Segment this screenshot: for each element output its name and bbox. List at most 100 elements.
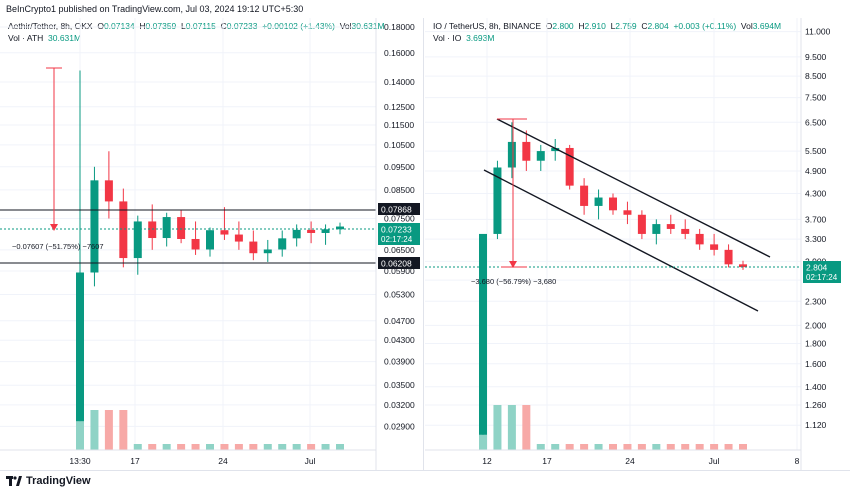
volume-bar <box>234 444 243 450</box>
volume-bar <box>307 444 316 450</box>
lower-level-tag <box>378 257 420 269</box>
svg-text:0.06208: 0.06208 <box>381 259 412 269</box>
volume-bar <box>724 444 733 450</box>
high-value: 2.910 <box>584 21 606 31</box>
candle-body <box>292 229 301 239</box>
candle-body <box>666 224 675 229</box>
candle-body <box>278 238 287 250</box>
svg-text:0.07868: 0.07868 <box>381 205 412 215</box>
footer: TradingView <box>0 470 850 493</box>
candle-body <box>263 249 272 254</box>
candle-body <box>336 226 344 230</box>
volume-value: 30.631M <box>351 21 385 31</box>
x-tick-label: Jul <box>305 456 316 466</box>
x-tick-label: 17 <box>130 456 140 466</box>
volume-bar <box>609 444 617 450</box>
chart-svg-aethir[interactable]: −0.07607 (−51.75%) −7607 0.18000 0.16000 0… <box>0 18 424 470</box>
open-value: 0.07134 <box>103 21 135 31</box>
channel-upper-line[interactable] <box>496 118 771 258</box>
legend-aethir: Aethir/Tether, 8h, OKX O0.07134 H0.07359… <box>8 21 385 43</box>
volume-bar <box>710 444 719 450</box>
volume-bar <box>321 444 330 450</box>
volume-bar <box>594 444 603 450</box>
tradingview-brand[interactable]: TradingView <box>6 475 91 487</box>
high-value: 0.07359 <box>145 21 177 31</box>
volume-bar <box>522 405 531 450</box>
y-tick-label: 0.11500 <box>384 120 414 130</box>
change-value: +0.00102 (+1.43%) <box>262 21 335 31</box>
volume-bar <box>104 410 113 450</box>
volume-bar <box>220 444 229 450</box>
volume-bar <box>637 444 646 450</box>
open-value: 2.800 <box>552 21 574 31</box>
y-tick-label: 0.05300 <box>384 289 415 299</box>
y-tick-label: 0.02900 <box>384 421 415 431</box>
low-value: 0.07115 <box>185 21 216 31</box>
y-tick-label: 3.300 <box>805 234 827 244</box>
candle-body <box>148 221 157 239</box>
candle-body <box>177 217 186 239</box>
candle-body <box>580 185 589 206</box>
y-tick-label: 1.120 <box>805 420 827 430</box>
y-tick-label: 0.07500 <box>384 214 415 224</box>
chart-svg-io[interactable]: −3.680 (−56.79%) −3,680 11.000 9.500 8.500… <box>425 18 850 470</box>
candle-body <box>133 221 142 259</box>
candle-body <box>104 180 113 202</box>
y-tick-label: 0.16000 <box>384 48 415 58</box>
change-value: +0.003 (+0.11%) <box>673 21 737 31</box>
candle-body <box>724 249 733 265</box>
svg-text:02:17:24: 02:17:24 <box>381 235 413 244</box>
volume-bar <box>90 410 99 450</box>
candle-body <box>551 147 560 152</box>
channel-lower-line[interactable] <box>483 169 759 312</box>
candle-body <box>652 224 661 234</box>
y-tick-label: 0.06500 <box>384 245 415 255</box>
volume-bar <box>191 444 200 450</box>
x-tick-label: 8 <box>795 456 800 466</box>
volume-indicator-label[interactable]: Vol · IO <box>433 33 462 43</box>
x-tick-label: 12 <box>482 456 492 466</box>
publish-info: BeInCrypto1 published on TradingView.com… <box>6 4 304 14</box>
candle-body <box>565 147 574 186</box>
y-tick-label: 6.500 <box>805 117 827 127</box>
volume-indicator-label[interactable]: Vol · ATH <box>8 33 44 43</box>
candle-body <box>507 141 516 168</box>
y-tick-label: 0.18000 <box>384 22 415 32</box>
candle-body <box>206 230 214 250</box>
measure-label: −3.680 (−56.79%) −3,680 <box>471 277 556 286</box>
chart-panel-io[interactable]: IO / TetherUS, 8h, BINANCE O2.800 H2.910… <box>425 18 850 470</box>
candle-body <box>249 241 258 254</box>
volume-bar <box>493 405 502 450</box>
x-tick-label: 24 <box>625 456 635 466</box>
candle-body <box>191 238 200 250</box>
y-tick-label: 0.10500 <box>384 140 415 150</box>
current-price-tag <box>378 223 420 245</box>
volume-bar <box>292 444 301 450</box>
y-tick-label: 5.500 <box>805 146 827 156</box>
candle-body <box>739 264 747 268</box>
y-tick-label: 1.400 <box>805 382 827 392</box>
x-tick-label: 17 <box>542 456 552 466</box>
y-tick-label: 4.900 <box>805 166 827 176</box>
y-tick-label: 1.260 <box>805 400 827 410</box>
volume-indicator-value: 3.693M <box>466 33 495 43</box>
volume-bar <box>177 444 186 450</box>
candle-body <box>594 197 603 206</box>
y-tick-label: 0.12500 <box>384 102 415 112</box>
y-tick-label: 9.500 <box>805 52 827 62</box>
measure-arrow <box>509 261 517 268</box>
y-tick-label: 0.03500 <box>384 380 415 390</box>
y-tick-label: 0.09500 <box>384 162 415 172</box>
tradingview-logo-icon <box>6 476 22 486</box>
chart-panel-aethir[interactable]: Aethir/Tether, 8h, OKX O0.07134 H0.07359… <box>0 18 424 470</box>
candle-body <box>681 228 690 234</box>
svg-text:02:17:24: 02:17:24 <box>806 273 838 282</box>
candle-body <box>493 167 502 234</box>
symbol-label[interactable]: Aethir/Tether, 8h, OKX <box>8 21 93 31</box>
y-tick-label: 0.08500 <box>384 185 415 195</box>
volume-value: 3.694M <box>752 21 782 31</box>
volume-bar <box>148 444 157 450</box>
measure-arrow <box>50 224 58 231</box>
panel-divider[interactable] <box>423 18 424 470</box>
svg-text:0.07233: 0.07233 <box>381 225 412 235</box>
